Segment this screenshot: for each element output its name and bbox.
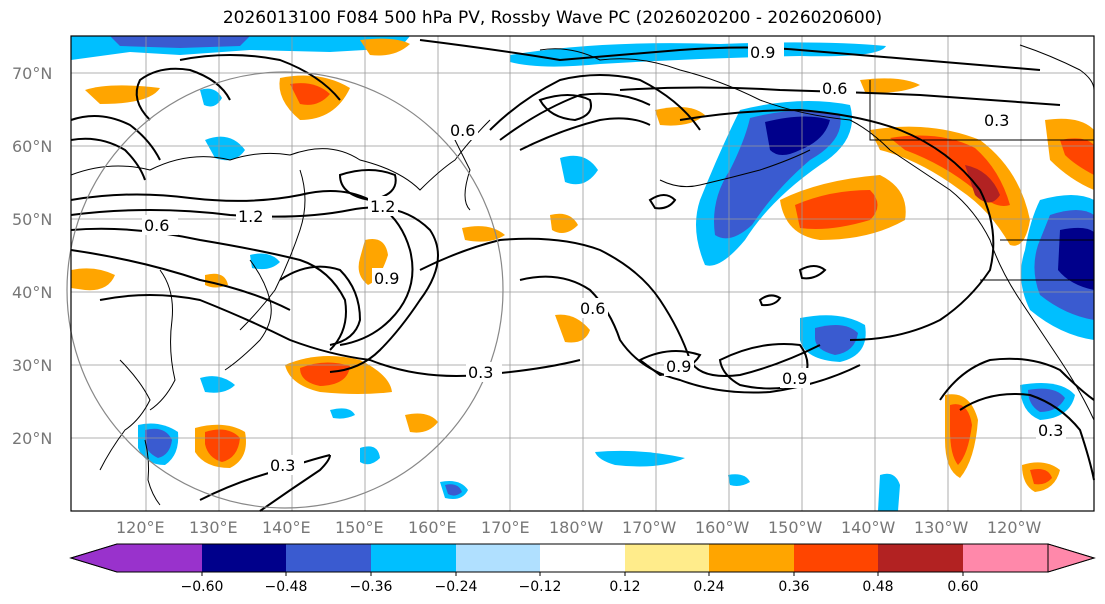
contour-label-group: 0.9 0.6 0.3 1.2 0.6 0.9 0.6 0.3 0.9 0.9 … <box>142 42 1066 475</box>
contour-label: 0.3 <box>468 363 493 382</box>
lat-label-20n: 20°N <box>12 429 52 448</box>
colorbar-tick-label: −0.36 <box>350 579 393 595</box>
lon-label: 170°E <box>481 518 530 537</box>
colorbar-tick-label: −0.24 <box>435 579 478 595</box>
colorbar-tick-label: −0.12 <box>519 579 562 595</box>
colorbar-tick-label: −0.48 <box>265 579 308 595</box>
contour-label: 0.9 <box>750 43 775 62</box>
lon-label: 170°W <box>622 518 677 537</box>
contour-label: 0.6 <box>580 299 605 318</box>
lon-label: 130°E <box>189 518 238 537</box>
colorbar-cell <box>709 544 794 572</box>
lat-label-40n: 40°N <box>12 283 52 302</box>
lon-label: 160°E <box>408 518 457 537</box>
lon-label: 150°E <box>335 518 384 537</box>
contour-label: 0.6 <box>822 79 847 98</box>
colorbar-extend-max <box>1047 543 1096 573</box>
lat-label-60n: 60°N <box>12 137 52 156</box>
lat-label-70n: 70°N <box>12 64 52 83</box>
latitude-labels: 70°N 60°N 50°N 40°N 30°N 20°N <box>12 64 52 448</box>
colorbar-ticks: −0.60 −0.48 −0.36 −0.24 −0.12 0.12 0.24 0.36 0.4… <box>181 572 979 595</box>
contour-label: 0.3 <box>984 111 1009 130</box>
map-title: 2026013100 F084 500 hPa PV, Rossby Wave … <box>222 8 883 28</box>
lat-label-50n: 50°N <box>12 210 52 229</box>
contour-label: 0.3 <box>1038 421 1063 440</box>
contour-label: 0.6 <box>144 216 169 235</box>
colorbar-cell <box>540 544 625 572</box>
map-border <box>70 35 1095 512</box>
contour-label: 0.9 <box>374 269 399 288</box>
lat-label-30n: 30°N <box>12 356 52 375</box>
contour-label: 0.9 <box>666 357 691 376</box>
contour-label: 1.2 <box>238 207 263 226</box>
lon-label: 150°W <box>768 518 823 537</box>
contour-label: 0.9 <box>782 369 807 388</box>
lon-label: 140°E <box>262 518 311 537</box>
lon-label: 140°W <box>841 518 896 537</box>
longitude-labels: 120°E 130°E 140°E 150°E 160°E 170°E 180°… <box>116 518 1042 537</box>
pv-anomaly-shading <box>71 36 1094 511</box>
colorbar-tick-label: 0.24 <box>693 579 724 595</box>
colorbar-tick-label: 0.12 <box>609 579 640 595</box>
colorbar-cell <box>625 544 709 572</box>
colorbar-tick-label: −0.60 <box>181 579 224 595</box>
colorbar-tick-label: 0.60 <box>947 579 978 595</box>
colorbar-cell <box>878 544 963 572</box>
colorbar-cell <box>371 544 456 572</box>
lon-label: 180°W <box>549 518 604 537</box>
map-area: 0.9 0.6 0.3 1.2 0.6 0.9 0.6 0.3 0.9 0.9 … <box>66 35 1095 512</box>
lon-label: 130°W <box>914 518 969 537</box>
lon-label: 160°W <box>695 518 750 537</box>
colorbar-cell <box>71 544 202 572</box>
lon-label: 120°W <box>987 518 1042 537</box>
radius-circle <box>66 71 504 509</box>
colorbar-cell <box>286 544 371 572</box>
contour-label: 0.3 <box>270 456 295 475</box>
coastlines <box>70 44 1095 506</box>
colorbar-cell <box>202 544 286 572</box>
colorbar: −0.60 −0.48 −0.36 −0.24 −0.12 0.12 0.24 0.36 0.4… <box>69 543 1096 595</box>
lon-label: 120°E <box>116 518 165 537</box>
colorbar-cell <box>794 544 878 572</box>
contour-label: 0.6 <box>450 121 475 140</box>
contour-label: 1.2 <box>370 197 395 216</box>
colorbar-tick-label: 0.36 <box>778 579 809 595</box>
colorbar-cell <box>456 544 540 572</box>
colorbar-cells <box>69 543 1096 573</box>
colorbar-tick-label: 0.48 <box>862 579 893 595</box>
